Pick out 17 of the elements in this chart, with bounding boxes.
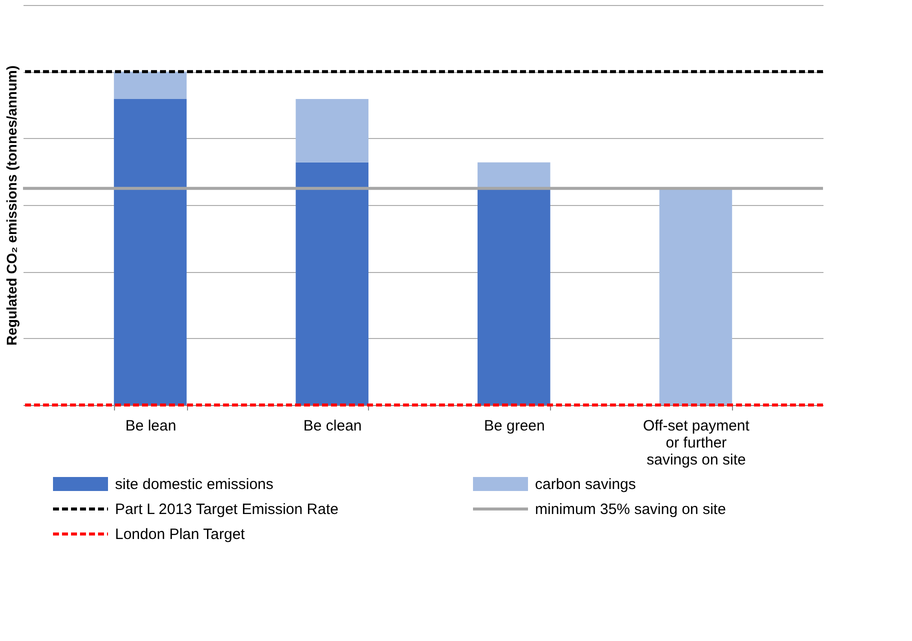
x-tick-label: Be lean: [125, 418, 176, 434]
y-axis-title: Regulated CO₂ emissions (tonnes/annum): [4, 65, 20, 346]
x-tick-label: Be clean: [303, 418, 362, 434]
bar: [478, 162, 550, 189]
legend-label: carbon savings: [535, 476, 636, 493]
bar: [114, 99, 187, 405]
bar: [659, 189, 732, 405]
x-tick-label: Off-set payment or further savings on site: [643, 418, 750, 468]
x-tick-label: Be green: [484, 418, 545, 434]
legend-label: site domestic emissions: [115, 476, 274, 493]
bar: [296, 99, 368, 162]
bar: [114, 72, 187, 99]
legend-label: Part L 2013 Target Emission Rate: [115, 501, 338, 518]
bar: [478, 189, 550, 405]
legend-label: minimum 35% saving on site: [535, 501, 726, 518]
legend-label: London Plan Target: [115, 526, 246, 543]
bar: [296, 162, 368, 405]
